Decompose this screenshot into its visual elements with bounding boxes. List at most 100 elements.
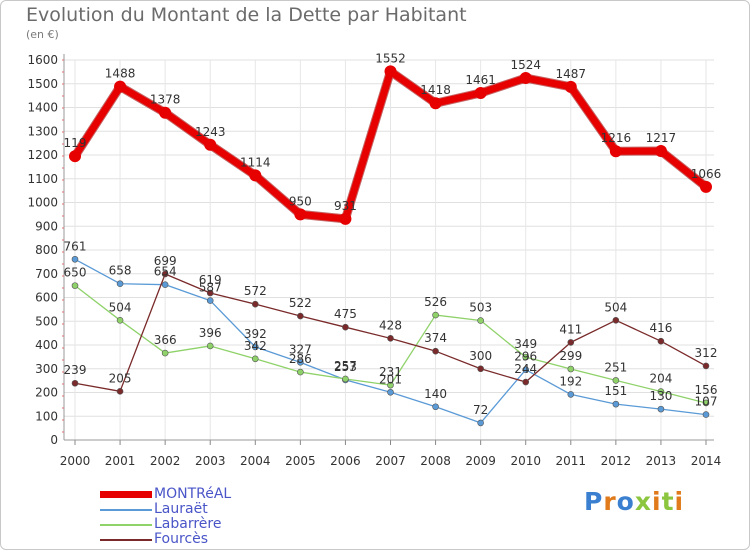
- chart-data-labels: 119 1488 1378 1243 1114 950 931 1552 1418 1461 152…: [64, 51, 722, 417]
- legend-swatch: [100, 538, 152, 541]
- y-tick-label: 1400: [27, 101, 58, 115]
- series-point: [71, 379, 79, 387]
- y-tick-label: 0: [50, 433, 58, 447]
- series-point: [69, 150, 81, 163]
- y-tick-label: 1600: [27, 53, 58, 67]
- data-label: 349: [514, 337, 537, 351]
- logo-letter: o: [616, 487, 635, 516]
- x-tick-label: 2004: [240, 454, 271, 468]
- chart-unit: (en €): [26, 28, 59, 41]
- series-point: [297, 312, 304, 320]
- data-label: 654: [154, 265, 177, 279]
- legend-item: MONTRéAL: [100, 487, 231, 502]
- series-point: [432, 311, 439, 319]
- x-tick-label: 2008: [420, 454, 451, 468]
- y-tick-label: 1200: [27, 148, 58, 162]
- chart-axes: 0 100 200 300 400 500 600 700 800 900 1000 1100 1200…: [27, 53, 721, 468]
- chart-series: [69, 65, 712, 427]
- series-point: [114, 80, 127, 93]
- data-label: 244: [514, 362, 537, 376]
- data-label: 503: [469, 301, 492, 315]
- series-point: [161, 349, 169, 357]
- series-point: [342, 323, 349, 331]
- series-point: [71, 255, 79, 263]
- y-tick-label: 900: [35, 219, 58, 233]
- data-label: 151: [604, 384, 627, 398]
- series-point: [612, 400, 620, 408]
- series-point: [474, 87, 487, 100]
- data-label: 201: [379, 372, 402, 386]
- y-tick-label: 600: [35, 291, 58, 305]
- series-point: [206, 289, 214, 297]
- data-label: 72: [473, 403, 488, 417]
- y-tick-label: 800: [35, 243, 58, 257]
- data-label: 130: [649, 389, 672, 403]
- data-label: 257: [334, 359, 357, 373]
- data-label: 140: [424, 387, 447, 401]
- data-label: 1488: [105, 67, 136, 81]
- data-label: 192: [559, 374, 582, 388]
- y-tick-label: 100: [35, 409, 58, 423]
- data-label: 296: [514, 350, 537, 364]
- series-point: [251, 343, 259, 351]
- y-tick-label: 700: [35, 267, 58, 281]
- series-point: [297, 359, 304, 366]
- chart-legend: MONTRéAL Lauraët Labarrère Fourcès: [100, 487, 231, 547]
- series-point: [657, 337, 665, 345]
- x-tick-label: 2014: [691, 454, 722, 468]
- x-tick-label: 2001: [105, 454, 136, 468]
- data-label: 526: [424, 295, 447, 309]
- data-label: 286: [289, 352, 312, 366]
- logo-letter: t: [661, 487, 675, 516]
- series-point: [161, 281, 169, 288]
- y-tick-label: 300: [35, 362, 58, 376]
- x-tick-label: 2006: [330, 454, 361, 468]
- proxiti-logo: Proxiti: [584, 487, 684, 516]
- series-point: [567, 339, 575, 346]
- series-point: [116, 316, 124, 324]
- x-tick-label: 2009: [465, 454, 496, 468]
- x-tick-label: 2007: [375, 454, 406, 468]
- series-point: [251, 355, 259, 363]
- series-point: [702, 411, 710, 418]
- data-label: 572: [244, 284, 267, 298]
- data-label: 251: [604, 360, 627, 374]
- data-label: 1243: [195, 125, 226, 139]
- data-label: 239: [64, 363, 87, 377]
- series-point: [206, 297, 214, 304]
- legend-item: Lauraët: [100, 502, 231, 517]
- data-label: 1524: [510, 58, 541, 72]
- data-label: 1217: [646, 131, 677, 145]
- data-label: 1216: [601, 131, 632, 145]
- data-label: 107: [695, 395, 718, 409]
- data-label: 475: [334, 307, 357, 321]
- y-tick-label: 1300: [27, 124, 58, 138]
- logo-letter: x: [634, 487, 652, 516]
- data-label: 1418: [420, 83, 451, 97]
- data-label: 312: [695, 346, 718, 360]
- data-label: 253: [334, 360, 357, 374]
- data-label: 428: [379, 318, 402, 332]
- series-point: [477, 317, 484, 324]
- legend-swatch: [100, 491, 152, 498]
- series-point: [387, 335, 394, 342]
- series-point: [657, 388, 665, 395]
- series-point: [161, 270, 169, 278]
- legend-label: Lauraët: [154, 501, 208, 517]
- data-label: 1552: [375, 51, 406, 65]
- legend-label: Labarrère: [154, 516, 222, 532]
- data-label: 204: [649, 372, 672, 386]
- logo-letter: r: [603, 487, 617, 516]
- series-point: [612, 316, 620, 324]
- y-tick-label: 500: [35, 314, 58, 328]
- x-tick-label: 2012: [601, 454, 632, 468]
- legend-label: MONTRéAL: [154, 486, 232, 502]
- x-tick-label: 2005: [285, 454, 316, 468]
- logo-letter: P: [584, 487, 604, 516]
- series-point: [251, 300, 259, 308]
- series-point: [342, 375, 349, 383]
- series-point: [567, 365, 575, 373]
- x-tick-label: 2000: [60, 454, 91, 468]
- series-point: [204, 138, 217, 151]
